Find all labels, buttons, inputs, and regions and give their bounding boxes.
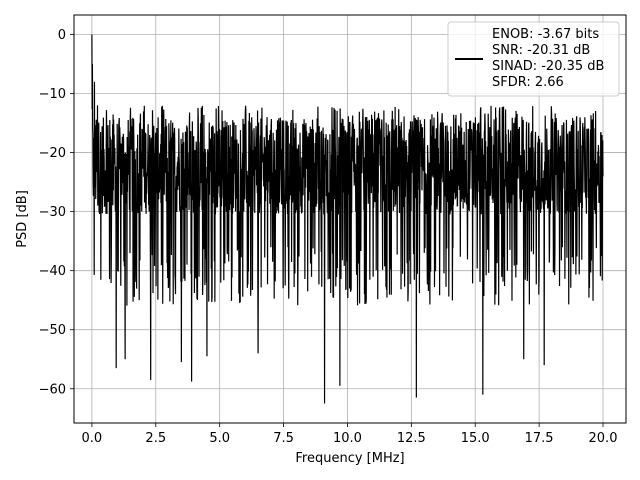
- y-tick-label: −30: [39, 205, 66, 220]
- x-tick-label: 10.0: [333, 431, 362, 446]
- plot-area: [91, 34, 604, 404]
- x-tick-label: 20.0: [589, 431, 618, 446]
- x-tick-label: 5.0: [209, 431, 230, 446]
- x-axis-label: Frequency [MHz]: [295, 451, 404, 466]
- legend-line-4: SFDR: 2.66: [492, 75, 564, 90]
- legend-line-1: ENOB: -3.67 bits: [492, 27, 599, 42]
- x-tick-label: 7.5: [273, 431, 294, 446]
- y-tick-label: −60: [39, 382, 66, 397]
- x-tick-label: 2.5: [145, 431, 166, 446]
- x-tick-label: 0.0: [82, 431, 103, 446]
- plot-frame: [73, 14, 627, 424]
- psd-series-line: [91, 34, 604, 404]
- y-tick-label: −10: [39, 87, 66, 102]
- legend-box: [447, 21, 620, 97]
- y-tick-label: −50: [39, 323, 66, 338]
- y-axis-ticks: 0 −10 −20 −30 −40 −50 −60: [39, 28, 74, 397]
- x-tick-label: 12.5: [397, 431, 426, 446]
- y-axis-label: PSD [dB]: [15, 190, 30, 248]
- y-tick-label: 0: [58, 28, 66, 43]
- x-tick-label: 15.0: [461, 431, 490, 446]
- legend-line-2: SNR: -20.31 dB: [492, 43, 590, 58]
- x-tick-label: 17.5: [525, 431, 554, 446]
- legend: ENOB: -3.67 bits SNR: -20.31 dB SINAD: -…: [447, 21, 620, 97]
- y-tick-label: −40: [39, 264, 66, 279]
- legend-line-3: SINAD: -20.35 dB: [492, 59, 604, 74]
- x-axis-ticks: 0.0 2.5 5.0 7.5 10.0 12.5 15.0 17.5 20.0: [82, 423, 618, 446]
- y-tick-label: −20: [39, 146, 66, 161]
